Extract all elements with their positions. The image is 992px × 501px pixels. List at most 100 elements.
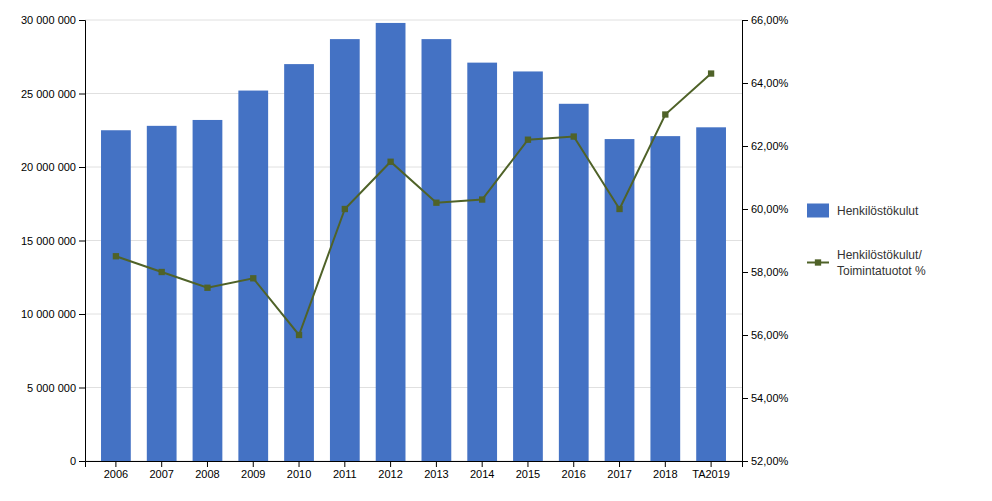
grid xyxy=(85,20,742,461)
tick-label: 2018 xyxy=(653,468,677,480)
bar xyxy=(513,71,543,461)
tick: 64,00% xyxy=(742,77,789,89)
tick: 60,00% xyxy=(742,203,789,215)
line-series xyxy=(113,70,715,338)
tick-mark xyxy=(161,461,162,467)
tick-label: TA2019 xyxy=(692,468,730,480)
marker xyxy=(387,159,393,165)
tick-label: 25 000 000 xyxy=(21,88,76,100)
marker xyxy=(250,275,256,281)
tick-label: 2008 xyxy=(195,468,219,480)
bar-series xyxy=(101,23,726,461)
tick-label: 58,00% xyxy=(751,266,789,278)
bar xyxy=(193,120,223,461)
tick-mark xyxy=(299,461,300,467)
axis-line xyxy=(743,21,749,462)
tick: 52,00% xyxy=(742,455,789,467)
plot: 0 5 000 000 10 000 000 15 000 000 20 000 000… xyxy=(21,14,926,480)
y2-axis: 52,00%54,00%56,00%58,00%60,00%62,00%64,0… xyxy=(742,14,789,467)
tick-mark xyxy=(742,20,748,21)
chart: 0 5 000 000 10 000 000 15 000 000 20 000 000… xyxy=(0,0,992,501)
bar xyxy=(101,130,131,461)
tick: 0 xyxy=(70,455,85,467)
tick-mark xyxy=(79,20,85,21)
bar xyxy=(696,127,726,461)
tick-mark xyxy=(619,461,620,467)
tick-mark xyxy=(79,167,85,168)
tick-label: 2012 xyxy=(378,468,402,480)
bar xyxy=(284,64,314,461)
tick: 2007 xyxy=(149,461,173,480)
marker xyxy=(296,332,302,338)
x-axis: 2006 2007 2008 2009 2010 2011 2012 2013 2014 2015… xyxy=(86,461,743,480)
tick-mark xyxy=(573,461,574,467)
tick-mark xyxy=(79,388,85,389)
bar xyxy=(238,91,268,461)
legend-item: Henkilöstökulut/Toimintatuotot % xyxy=(807,248,926,278)
tick: 58,00% xyxy=(742,266,789,278)
tick-label: 2010 xyxy=(287,468,311,480)
marker xyxy=(159,269,165,275)
tick-mark xyxy=(79,241,85,242)
tick-label: 2006 xyxy=(104,468,128,480)
tick-label: 5 000 000 xyxy=(27,382,76,394)
tick-mark xyxy=(207,461,208,467)
line xyxy=(116,74,711,335)
tick-mark xyxy=(742,398,748,399)
tick: 2012 xyxy=(378,461,402,480)
tick: 2016 xyxy=(562,461,586,480)
tick: 54,00% xyxy=(742,392,789,404)
tick: 2013 xyxy=(424,461,448,480)
tick-label: 2009 xyxy=(241,468,265,480)
tick: 2015 xyxy=(516,461,540,480)
tick-label: 64,00% xyxy=(751,77,789,89)
tick: 2009 xyxy=(241,461,265,480)
tick-label: 30 000 000 xyxy=(21,14,76,26)
tick: 20 000 000 xyxy=(21,161,85,173)
bar xyxy=(147,126,177,461)
axis-line xyxy=(86,462,743,468)
tick-label: 2016 xyxy=(562,468,586,480)
tick: 2008 xyxy=(195,461,219,480)
tick-mark xyxy=(742,83,748,84)
tick: 30 000 000 xyxy=(21,14,85,26)
tick-mark xyxy=(711,461,712,467)
marker xyxy=(479,196,485,202)
bar xyxy=(330,39,360,461)
legend-label: Henkilöstökulut xyxy=(837,204,919,218)
tick: 2018 xyxy=(653,461,677,480)
marker xyxy=(433,200,439,206)
legend-item: Henkilöstökulut xyxy=(807,204,919,218)
legend-swatch xyxy=(807,204,829,218)
tick-mark xyxy=(742,146,748,147)
tick-label: 2011 xyxy=(333,468,357,480)
grid-line xyxy=(85,93,742,94)
tick-label: 2007 xyxy=(149,468,173,480)
tick-mark xyxy=(79,94,85,95)
marker xyxy=(616,206,622,212)
legend: Henkilöstökulut Henkilöstökulut/Toimintat… xyxy=(807,204,926,278)
legend-marker xyxy=(815,259,821,265)
tick-label: 66,00% xyxy=(751,14,789,26)
tick: 25 000 000 xyxy=(21,88,85,100)
tick-mark xyxy=(742,335,748,336)
bar xyxy=(650,136,680,461)
grid-line xyxy=(85,387,742,388)
marker xyxy=(525,137,531,143)
tick-label: 15 000 000 xyxy=(21,235,76,247)
marker xyxy=(708,70,714,76)
bar xyxy=(559,104,589,461)
tick-label: 2014 xyxy=(470,468,494,480)
grid-line xyxy=(85,20,742,21)
tick-label: 52,00% xyxy=(751,455,789,467)
marks xyxy=(101,23,726,461)
tick-mark xyxy=(253,461,254,467)
tick-label: 10 000 000 xyxy=(21,308,76,320)
tick-mark xyxy=(344,461,345,467)
grid-line xyxy=(85,167,742,168)
tick: 5 000 000 xyxy=(27,382,85,394)
tick-mark xyxy=(79,314,85,315)
tick: 56,00% xyxy=(742,329,789,341)
tick-label: 2013 xyxy=(424,468,448,480)
tick-label: 56,00% xyxy=(751,329,789,341)
